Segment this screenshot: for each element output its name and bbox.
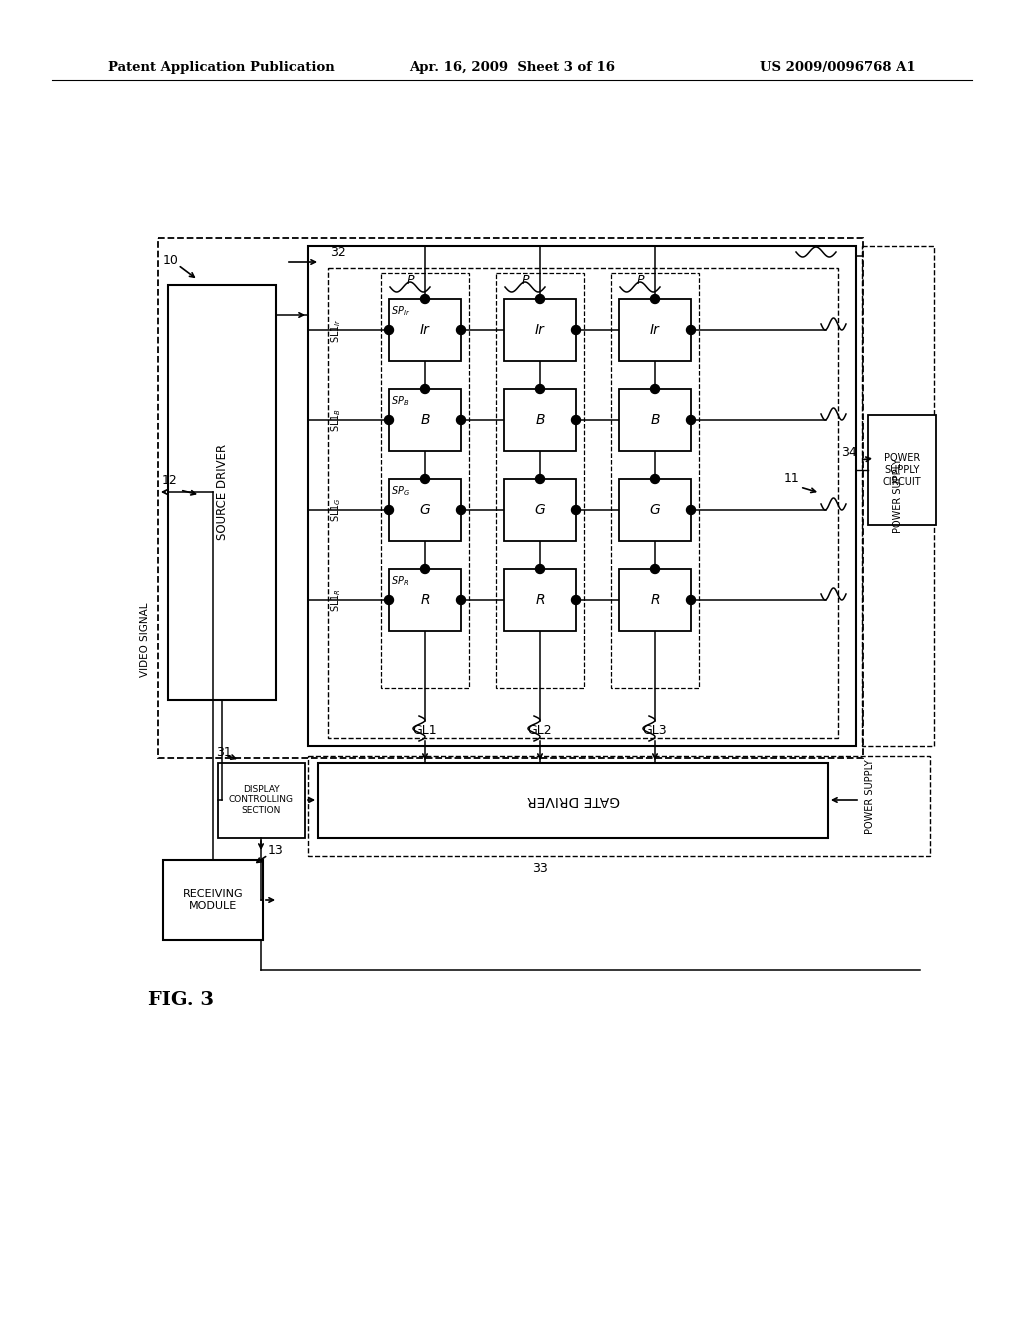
Text: G: G [420, 503, 430, 517]
Circle shape [686, 506, 695, 515]
Circle shape [686, 326, 695, 334]
Bar [168, 285, 276, 700]
Circle shape [571, 595, 581, 605]
Circle shape [384, 506, 393, 515]
Bar [618, 300, 691, 360]
Text: SP$_{Ir}$: SP$_{Ir}$ [391, 304, 411, 318]
Bar [618, 389, 691, 451]
Circle shape [536, 474, 545, 483]
Circle shape [421, 474, 429, 483]
Circle shape [457, 416, 466, 425]
Circle shape [457, 506, 466, 515]
Text: Ir: Ir [420, 323, 430, 337]
Text: 34: 34 [842, 446, 857, 459]
Text: SP$_B$: SP$_B$ [391, 393, 410, 408]
Text: SP$_R$: SP$_R$ [391, 574, 410, 587]
Circle shape [650, 294, 659, 304]
Circle shape [384, 326, 393, 334]
Text: P: P [636, 273, 644, 286]
Circle shape [384, 595, 393, 605]
Text: POWER SUPPLY: POWER SUPPLY [893, 458, 903, 533]
Circle shape [421, 294, 429, 304]
Bar [618, 479, 691, 541]
Text: 33: 33 [532, 862, 548, 874]
Text: GATE DRIVER: GATE DRIVER [526, 793, 620, 807]
Bar [218, 763, 305, 838]
Bar [504, 479, 575, 541]
Bar [504, 300, 575, 360]
Bar [389, 300, 461, 360]
Circle shape [650, 474, 659, 483]
Bar [308, 756, 930, 855]
Bar [389, 389, 461, 451]
Bar [868, 414, 936, 525]
Text: SL1$_G$: SL1$_G$ [329, 498, 343, 523]
Text: Ir: Ir [650, 323, 659, 337]
Text: SOURCE DRIVER: SOURCE DRIVER [215, 444, 228, 540]
Text: DISPLAY
CONTROLLING
SECTION: DISPLAY CONTROLLING SECTION [228, 785, 294, 814]
Bar [318, 763, 828, 838]
Text: R: R [536, 593, 545, 607]
Text: G: G [649, 503, 660, 517]
Text: SP$_G$: SP$_G$ [391, 484, 410, 498]
Text: 11: 11 [784, 471, 800, 484]
Bar [158, 238, 863, 758]
Circle shape [686, 595, 695, 605]
Text: GL2: GL2 [527, 725, 552, 738]
Text: R: R [650, 593, 659, 607]
Text: VIDEO SIGNAL: VIDEO SIGNAL [140, 603, 150, 677]
Text: GL3: GL3 [643, 725, 668, 738]
Text: P: P [521, 273, 528, 286]
Text: 12: 12 [162, 474, 178, 487]
Bar [618, 569, 691, 631]
Text: G: G [535, 503, 546, 517]
Bar [328, 268, 838, 738]
Text: GL1: GL1 [413, 725, 437, 738]
Bar [381, 273, 469, 688]
Text: R: R [420, 593, 430, 607]
Bar [504, 389, 575, 451]
Text: SL1$_{Ir}$: SL1$_{Ir}$ [329, 318, 343, 342]
Text: 13: 13 [268, 843, 284, 857]
Text: RECEIVING
MODULE: RECEIVING MODULE [182, 890, 244, 911]
Text: P: P [407, 273, 414, 286]
Text: B: B [536, 413, 545, 426]
Bar [496, 273, 584, 688]
Text: 32: 32 [330, 247, 346, 260]
Circle shape [536, 384, 545, 393]
Bar [611, 273, 699, 688]
Bar [862, 246, 934, 746]
Circle shape [650, 384, 659, 393]
Bar [504, 569, 575, 631]
Text: B: B [420, 413, 430, 426]
Text: Ir: Ir [536, 323, 545, 337]
Text: Patent Application Publication: Patent Application Publication [108, 62, 335, 74]
Text: POWER
SUPPLY
CIRCUIT: POWER SUPPLY CIRCUIT [883, 453, 922, 487]
Text: 31: 31 [216, 747, 231, 759]
Circle shape [571, 416, 581, 425]
Bar [389, 569, 461, 631]
Text: FIG. 3: FIG. 3 [148, 991, 214, 1008]
Text: SL1$_R$: SL1$_R$ [329, 587, 343, 612]
Text: POWER SUPPLY: POWER SUPPLY [865, 759, 874, 834]
Circle shape [571, 506, 581, 515]
Circle shape [421, 384, 429, 393]
Text: US 2009/0096768 A1: US 2009/0096768 A1 [761, 62, 916, 74]
Circle shape [457, 326, 466, 334]
Bar [308, 246, 856, 746]
Text: 10: 10 [163, 253, 179, 267]
Circle shape [384, 416, 393, 425]
Circle shape [457, 595, 466, 605]
Circle shape [571, 326, 581, 334]
Circle shape [421, 565, 429, 573]
Circle shape [650, 565, 659, 573]
Bar [389, 479, 461, 541]
Text: Apr. 16, 2009  Sheet 3 of 16: Apr. 16, 2009 Sheet 3 of 16 [409, 62, 615, 74]
Circle shape [536, 565, 545, 573]
Text: B: B [650, 413, 659, 426]
Circle shape [536, 294, 545, 304]
Bar [163, 861, 263, 940]
Circle shape [686, 416, 695, 425]
Text: SL1$_B$: SL1$_B$ [329, 408, 343, 432]
